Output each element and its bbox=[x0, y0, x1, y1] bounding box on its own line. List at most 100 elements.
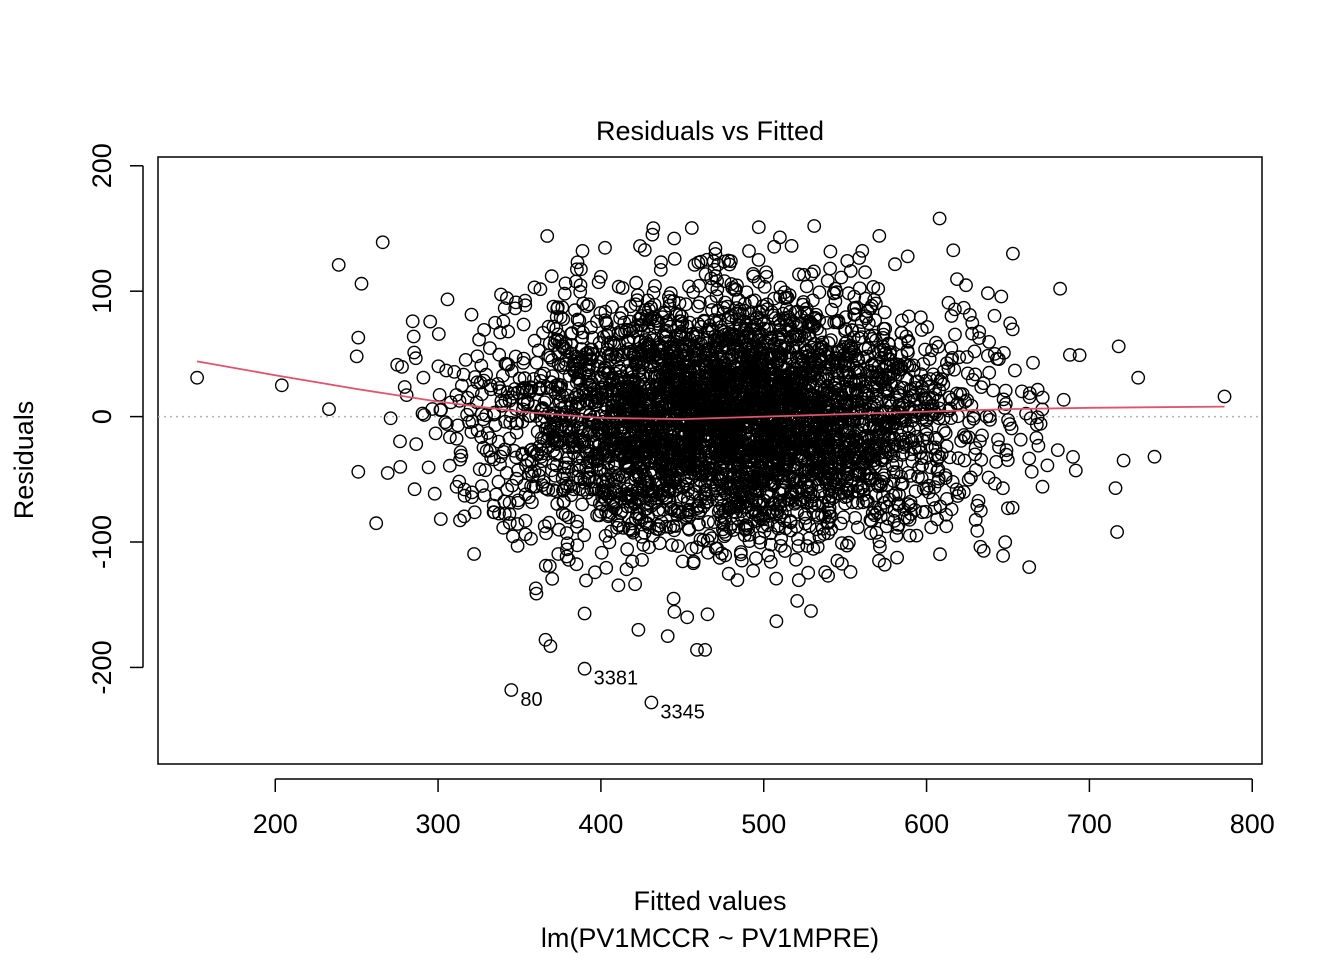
data-point bbox=[563, 479, 578, 494]
data-point bbox=[511, 495, 525, 510]
data-point bbox=[729, 429, 744, 444]
data-point bbox=[686, 329, 701, 344]
data-point bbox=[529, 409, 543, 423]
data-point bbox=[523, 385, 537, 399]
data-point bbox=[908, 484, 923, 499]
data-point bbox=[773, 280, 788, 295]
data-point bbox=[633, 311, 648, 326]
data-point bbox=[383, 411, 398, 426]
data-point bbox=[945, 392, 959, 407]
data-point bbox=[961, 472, 976, 487]
data-point bbox=[449, 431, 464, 446]
data-point bbox=[624, 441, 639, 455]
data-point bbox=[970, 523, 985, 538]
data-point bbox=[791, 573, 806, 588]
data-point bbox=[555, 388, 570, 403]
data-point bbox=[804, 604, 818, 618]
data-point bbox=[561, 553, 576, 567]
data-point bbox=[889, 528, 904, 543]
data-point bbox=[559, 526, 574, 540]
data-point bbox=[734, 545, 748, 559]
data-point bbox=[1029, 430, 1044, 445]
data-point bbox=[542, 515, 556, 530]
data-point bbox=[811, 508, 826, 523]
data-point bbox=[648, 456, 663, 470]
data-point bbox=[638, 338, 652, 352]
data-point bbox=[830, 375, 845, 390]
data-point bbox=[646, 221, 661, 236]
data-point bbox=[565, 326, 579, 340]
data-point bbox=[827, 377, 842, 392]
data-point bbox=[807, 264, 821, 279]
data-point bbox=[904, 447, 919, 462]
data-point bbox=[726, 347, 740, 361]
data-point bbox=[648, 279, 662, 293]
data-point bbox=[872, 553, 886, 568]
data-point bbox=[779, 301, 794, 316]
data-point bbox=[407, 482, 422, 497]
data-point bbox=[926, 492, 940, 507]
data-point bbox=[806, 467, 820, 481]
data-point bbox=[465, 414, 480, 429]
data-point bbox=[1068, 463, 1083, 478]
data-point bbox=[736, 314, 751, 328]
data-point bbox=[912, 460, 926, 475]
data-point bbox=[464, 307, 479, 322]
data-point bbox=[584, 462, 599, 477]
data-point bbox=[1056, 392, 1071, 407]
data-point bbox=[573, 373, 587, 388]
data-point bbox=[635, 553, 649, 567]
data-point bbox=[906, 358, 921, 373]
data-point bbox=[569, 557, 584, 572]
data-point bbox=[701, 460, 715, 475]
data-point bbox=[689, 326, 704, 341]
data-point bbox=[773, 289, 788, 304]
data-point bbox=[577, 606, 592, 621]
data-point bbox=[902, 424, 916, 439]
data-point bbox=[1035, 479, 1050, 494]
data-point bbox=[612, 363, 627, 378]
data-point bbox=[718, 447, 732, 462]
data-point bbox=[759, 405, 774, 420]
data-point bbox=[456, 367, 471, 382]
data-point bbox=[489, 487, 503, 502]
data-point bbox=[883, 345, 898, 360]
data-point bbox=[464, 425, 479, 439]
data-point bbox=[772, 346, 787, 361]
data-point bbox=[689, 478, 703, 493]
data-point bbox=[564, 326, 578, 341]
data-point bbox=[960, 350, 974, 364]
data-point bbox=[502, 507, 517, 521]
data-point bbox=[673, 326, 688, 341]
data-point bbox=[814, 339, 829, 354]
y-tick-label: 200 bbox=[87, 143, 117, 188]
data-point bbox=[491, 434, 506, 449]
data-point bbox=[832, 472, 846, 487]
data-point bbox=[571, 469, 585, 484]
data-point bbox=[874, 474, 889, 489]
data-point bbox=[733, 371, 748, 386]
data-point bbox=[568, 303, 582, 318]
data-point bbox=[611, 578, 626, 593]
data-point bbox=[516, 317, 531, 332]
data-point bbox=[983, 412, 997, 427]
data-point bbox=[814, 379, 828, 394]
data-point bbox=[810, 398, 825, 413]
data-point bbox=[620, 482, 634, 497]
data-point bbox=[577, 661, 592, 676]
data-point bbox=[474, 387, 489, 402]
data-point bbox=[598, 240, 612, 255]
data-point bbox=[494, 287, 508, 302]
chart-subtitle: lm(PV1MCCR ~ PV1MPRE) bbox=[541, 923, 879, 953]
data-point bbox=[861, 448, 876, 463]
data-point bbox=[885, 458, 900, 473]
data-point bbox=[742, 244, 756, 258]
data-point bbox=[760, 302, 775, 317]
data-point bbox=[981, 348, 995, 363]
data-point bbox=[665, 538, 679, 552]
data-point bbox=[824, 302, 839, 317]
data-point bbox=[552, 522, 566, 537]
data-point bbox=[593, 269, 608, 284]
data-point bbox=[707, 461, 722, 476]
